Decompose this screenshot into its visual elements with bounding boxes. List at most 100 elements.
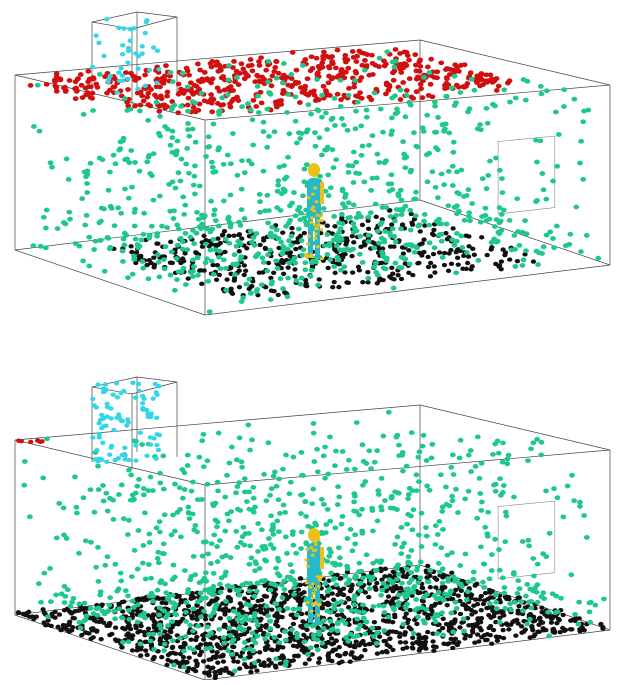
particle bbox=[310, 216, 314, 219]
particle bbox=[239, 158, 245, 163]
particle bbox=[349, 608, 355, 613]
particle bbox=[415, 224, 421, 229]
particle bbox=[264, 193, 270, 198]
particle bbox=[222, 495, 228, 500]
particle bbox=[294, 632, 300, 637]
particle bbox=[517, 243, 523, 248]
particle bbox=[407, 208, 413, 213]
particle bbox=[305, 76, 311, 81]
particle bbox=[313, 539, 317, 542]
particle bbox=[155, 252, 161, 257]
particle bbox=[27, 514, 33, 519]
particle bbox=[94, 448, 99, 452]
particle bbox=[532, 618, 537, 622]
particle bbox=[489, 552, 495, 557]
particle bbox=[215, 559, 221, 564]
particle bbox=[146, 562, 152, 567]
particle bbox=[508, 607, 514, 612]
particle bbox=[432, 593, 438, 598]
particle bbox=[439, 610, 445, 615]
particle bbox=[157, 481, 163, 486]
particle bbox=[192, 164, 198, 169]
particle bbox=[321, 50, 327, 55]
particle bbox=[235, 617, 241, 622]
particle bbox=[347, 248, 353, 253]
particle bbox=[404, 464, 410, 469]
particle bbox=[142, 73, 148, 78]
particle bbox=[282, 510, 288, 515]
particle bbox=[364, 552, 370, 557]
particle bbox=[384, 49, 390, 54]
particle bbox=[311, 431, 317, 436]
particle bbox=[186, 96, 192, 101]
particle bbox=[168, 240, 173, 244]
particle bbox=[143, 577, 149, 582]
particle bbox=[577, 500, 583, 505]
particle bbox=[121, 26, 126, 30]
particle bbox=[183, 634, 189, 639]
particle bbox=[274, 519, 280, 524]
particle bbox=[169, 107, 175, 112]
particle bbox=[315, 70, 321, 75]
particle bbox=[212, 605, 218, 610]
particle bbox=[116, 602, 121, 606]
particle bbox=[398, 551, 404, 556]
particle bbox=[138, 641, 144, 646]
particle bbox=[403, 204, 409, 209]
particle bbox=[138, 431, 143, 435]
particle bbox=[157, 632, 163, 637]
particle bbox=[211, 533, 217, 538]
particle bbox=[433, 542, 439, 547]
particle bbox=[114, 381, 119, 385]
particle bbox=[428, 82, 434, 87]
particle bbox=[403, 62, 409, 67]
particle bbox=[150, 599, 156, 604]
particle bbox=[178, 179, 184, 184]
particle bbox=[131, 605, 137, 610]
duct-edge bbox=[132, 17, 177, 29]
particle bbox=[416, 59, 422, 64]
particle bbox=[210, 165, 216, 170]
particle bbox=[126, 617, 132, 622]
particle bbox=[535, 630, 540, 634]
particle bbox=[541, 187, 547, 192]
particle bbox=[239, 187, 245, 192]
particle bbox=[450, 164, 456, 169]
particle bbox=[264, 498, 270, 503]
particle bbox=[306, 601, 310, 604]
particle bbox=[543, 554, 549, 559]
particle bbox=[252, 559, 258, 564]
particle bbox=[355, 100, 361, 105]
particle bbox=[291, 190, 297, 195]
particle bbox=[427, 568, 433, 573]
particle bbox=[195, 599, 201, 604]
particle bbox=[326, 658, 331, 662]
particle bbox=[232, 272, 238, 277]
particle bbox=[409, 527, 415, 532]
particle bbox=[146, 102, 152, 107]
particle bbox=[454, 169, 460, 174]
particle bbox=[478, 508, 484, 513]
particle bbox=[489, 240, 495, 245]
particle bbox=[336, 494, 342, 499]
particle bbox=[141, 492, 147, 497]
particle bbox=[96, 579, 102, 584]
particle bbox=[484, 106, 490, 111]
particle bbox=[269, 647, 274, 651]
particle bbox=[258, 610, 263, 614]
particle bbox=[426, 265, 431, 269]
particle bbox=[436, 217, 442, 222]
particle bbox=[226, 78, 232, 83]
particle bbox=[321, 626, 327, 631]
particle bbox=[304, 162, 310, 167]
particle bbox=[495, 239, 501, 244]
particle bbox=[276, 477, 282, 482]
particle bbox=[41, 571, 47, 576]
particle bbox=[130, 648, 135, 652]
particle bbox=[300, 63, 306, 68]
particle bbox=[90, 108, 96, 113]
particle bbox=[221, 258, 227, 263]
particle bbox=[80, 95, 86, 100]
particle bbox=[16, 610, 21, 614]
particle bbox=[267, 248, 273, 253]
